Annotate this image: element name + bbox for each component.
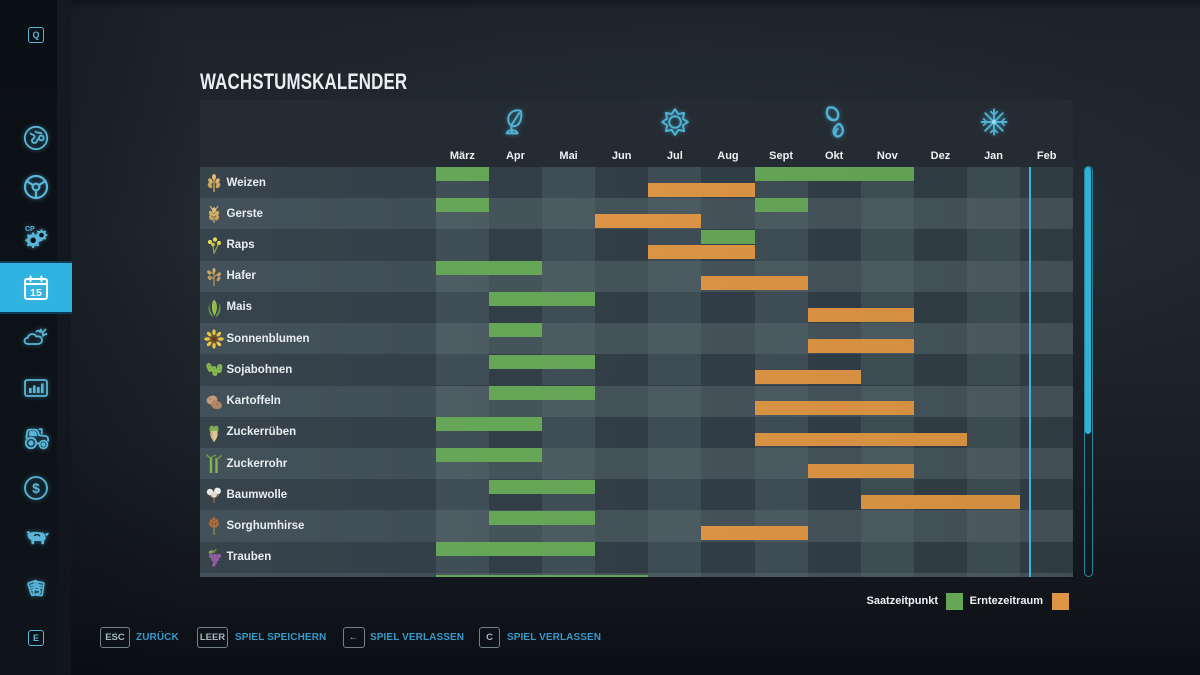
svg-text:15: 15	[30, 287, 42, 299]
svg-text:$: $	[32, 480, 40, 496]
svg-text:CP: CP	[25, 226, 35, 233]
